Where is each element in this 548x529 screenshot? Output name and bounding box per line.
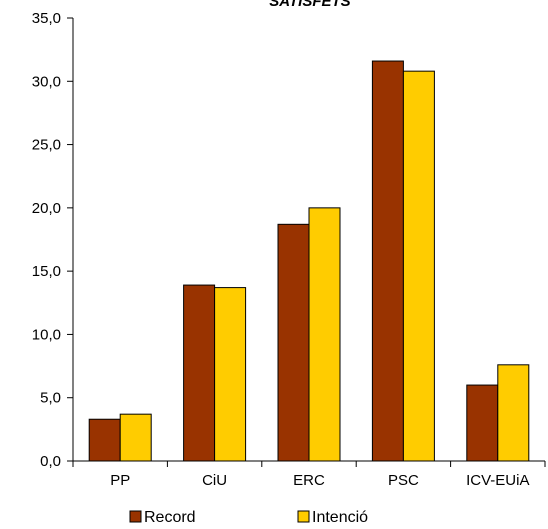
x-tick-label: CiU [202, 472, 227, 489]
y-tick-label: 10,0 [32, 326, 61, 343]
x-tick-label: PP [110, 472, 130, 489]
bars [88, 60, 530, 462]
y-tick-label: 15,0 [32, 263, 61, 280]
y-tick-label: 25,0 [32, 137, 61, 154]
bar-intencio [214, 287, 247, 462]
legend-swatch [129, 510, 142, 523]
bar-intencio [308, 207, 341, 462]
bar-intencio [402, 70, 435, 462]
bar-record [466, 384, 499, 462]
bar-record [371, 60, 404, 462]
y-axis: 0,0 5,0 10,0 15,0 20,0 25,0 30,0 35,0 [32, 10, 74, 470]
y-tick-label: 35,0 [32, 10, 61, 27]
legend-label: Intenció [312, 509, 368, 526]
x-axis: PP CiU ERC PSC ICV-EUiA [72, 460, 546, 489]
bar-record [277, 223, 310, 462]
y-tick-label: 5,0 [40, 390, 61, 407]
legend: Record Intenció [129, 509, 368, 526]
bar-intencio [497, 364, 530, 462]
legend-label: Record [144, 509, 196, 526]
x-tick-label: ERC [293, 472, 325, 489]
chart-title: SATISFETS [269, 0, 350, 10]
bar-record [88, 418, 121, 462]
x-tick-label: PSC [388, 472, 419, 489]
x-tick-label: ICV-EUiA [466, 472, 529, 489]
bar-intencio [119, 413, 152, 462]
y-tick-label: 30,0 [32, 73, 61, 90]
y-tick-label: 20,0 [32, 200, 61, 217]
legend-swatch [297, 510, 310, 523]
bar-record [183, 284, 216, 462]
y-tick-label: 0,0 [40, 453, 61, 470]
